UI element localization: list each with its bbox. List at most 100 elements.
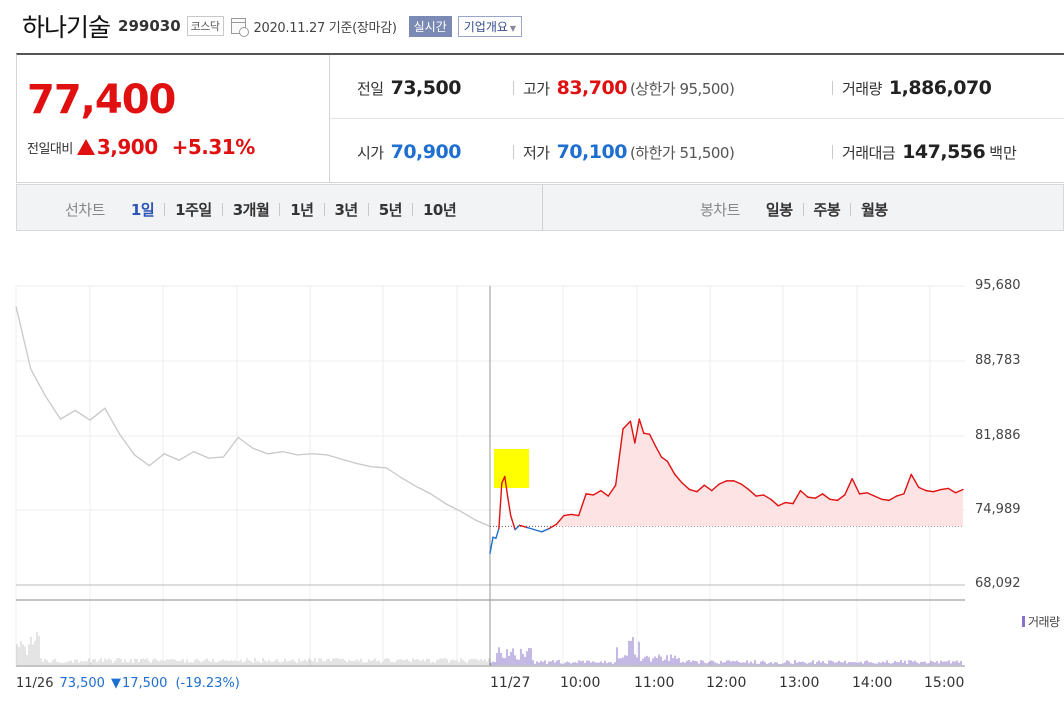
prev-day-summary: 11/26 73,500 ▼ 17,500 (-19.23%) <box>16 676 240 691</box>
tab-candle-weekly[interactable]: 주봉 <box>813 201 841 219</box>
tab-period-5y[interactable]: 5년 <box>378 201 403 219</box>
company-overview-button[interactable]: 기업개요 ▼ <box>457 15 523 37</box>
price-line-segment <box>762 494 772 500</box>
dropdown-arrow-icon: ▼ <box>509 23 517 33</box>
stat-low: 저가 70,100 (하한가 51,500) <box>513 141 735 163</box>
stat-extra: (하한가 51,500) <box>629 143 735 162</box>
line-chart-tabs: 선차트 1일 1주일 3개월 1년 3년 5년 10년 <box>65 199 466 220</box>
price-line-segment <box>607 484 617 497</box>
stat-label: 전일 <box>357 79 384 98</box>
price-line-segment <box>622 420 632 430</box>
price-line-segment <box>507 496 512 517</box>
price-line-segment <box>784 501 794 505</box>
stat-high: 고가 83,700 (상한가 95,500) <box>513 77 735 99</box>
stock-header: 하나기술 299030 코스닥 2020.11.27 기준(장마감) 실시간 기… <box>22 8 523 44</box>
stat-extra: (상한가 95,500) <box>629 79 735 98</box>
price-line-segment <box>577 493 587 517</box>
price-line-segment <box>585 493 595 496</box>
stat-prev-close: 전일 73,500 <box>357 77 461 99</box>
price-line-segment <box>940 487 949 491</box>
price-line-segment <box>660 456 669 463</box>
price-line-segment <box>489 536 494 555</box>
stat-label: 거래량 <box>842 79 882 98</box>
price-line-segment <box>518 524 528 529</box>
tab-period-3y[interactable]: 3년 <box>334 201 359 219</box>
tab-period-1w[interactable]: 1주일 <box>175 201 212 219</box>
price-line-segment <box>570 513 580 517</box>
y-tick-label: 68,092 <box>975 576 1021 591</box>
prev-day-change-pct: (-19.23%) <box>175 676 240 691</box>
stat-label: 저가 <box>523 143 550 162</box>
price-line-segment <box>696 484 706 493</box>
price-line-segment <box>533 528 543 533</box>
divider <box>832 81 833 95</box>
price-line-segment <box>925 489 935 493</box>
price-line-segment <box>910 473 920 489</box>
price-line-segment <box>821 493 831 500</box>
stat-label: 시가 <box>357 143 384 162</box>
price-line-segment <box>903 473 912 495</box>
stat-trade-value: 거래대금 147,556 백만 <box>832 141 1017 163</box>
tab-period-1y[interactable]: 1년 <box>290 201 314 219</box>
price-line-segment <box>648 433 657 447</box>
tab-candle-monthly[interactable]: 월봉 <box>861 201 888 219</box>
y-tick-label: 81,886 <box>975 428 1021 443</box>
price-line-segment <box>932 488 942 493</box>
current-price-panel: 77,400 전일대비 3,900 +5.31% <box>17 55 330 183</box>
price-line-segment <box>654 445 663 458</box>
candle-chart-label: 봉차트 <box>700 201 740 219</box>
divider <box>832 145 833 159</box>
price-line-segment <box>888 495 898 502</box>
price-line-segment <box>814 493 824 499</box>
tab-period-3m[interactable]: 3개월 <box>232 201 270 219</box>
stat-volume: 거래량 1,886,070 <box>832 77 992 99</box>
price-line-segment <box>777 501 787 507</box>
prev-day-close: 73,500 <box>59 676 105 691</box>
quote-panel: 77,400 전일대비 3,900 +5.31% 전일 73,500 고가 83… <box>16 53 1064 183</box>
calendar-clock-icon <box>230 18 249 37</box>
divider <box>850 203 852 216</box>
up-triangle-icon <box>76 139 95 155</box>
realtime-button[interactable]: 실시간 <box>408 15 452 37</box>
change-row: 전일대비 3,900 +5.31% <box>27 135 255 159</box>
price-line-segment <box>638 418 645 434</box>
stat-label: 거래대금 <box>842 143 896 162</box>
price-line-segment <box>688 488 698 493</box>
highlight-marker <box>494 449 529 488</box>
prev-day-change: 17,500 <box>121 676 168 691</box>
chart-tabs-bar: 선차트 1일 1주일 3개월 1년 3년 5년 10년 봉차트 일봉 주봉 월봉 <box>16 184 1064 231</box>
stat-value: 83,700 <box>556 77 628 99</box>
price-chart[interactable]: 95,680 88,783 81,886 74,989 68,092 거래량 1… <box>0 270 1064 702</box>
price-line-segment <box>711 483 720 492</box>
stat-value: 73,500 <box>390 77 462 99</box>
tab-period-1d[interactable]: 1일 <box>130 201 155 219</box>
market-badge: 코스닥 <box>186 16 224 36</box>
price-line-segment <box>799 489 809 498</box>
x-tick-label: 10:00 <box>560 675 601 691</box>
price-line-segment <box>954 488 964 494</box>
price-line-segment <box>548 523 558 530</box>
tab-period-10y[interactable]: 10년 <box>423 201 457 219</box>
stat-value: 147,556 <box>902 141 986 163</box>
price-line-segment <box>666 460 676 476</box>
price-line-segment <box>592 489 602 496</box>
tab-candle-daily[interactable]: 일봉 <box>765 201 793 219</box>
price-line-segment <box>629 420 636 444</box>
price-line-segment <box>526 526 536 531</box>
divider <box>367 203 369 216</box>
divider <box>513 81 514 95</box>
divider <box>412 203 413 216</box>
stock-code: 299030 <box>118 17 181 35</box>
price-line-segment <box>917 486 927 492</box>
change-label: 전일대비 <box>27 141 73 157</box>
price-line-segment <box>718 480 728 485</box>
price-line-segment <box>844 478 853 496</box>
price-line-segment <box>895 493 905 497</box>
divider <box>513 145 514 159</box>
price-line-segment <box>498 482 503 530</box>
x-tick-label: 11/27 <box>490 675 531 691</box>
prev-day-line <box>15 306 491 527</box>
price-line-segment <box>740 483 750 491</box>
prev-day-date: 11/26 <box>16 676 54 691</box>
price-area-fill <box>556 419 963 527</box>
